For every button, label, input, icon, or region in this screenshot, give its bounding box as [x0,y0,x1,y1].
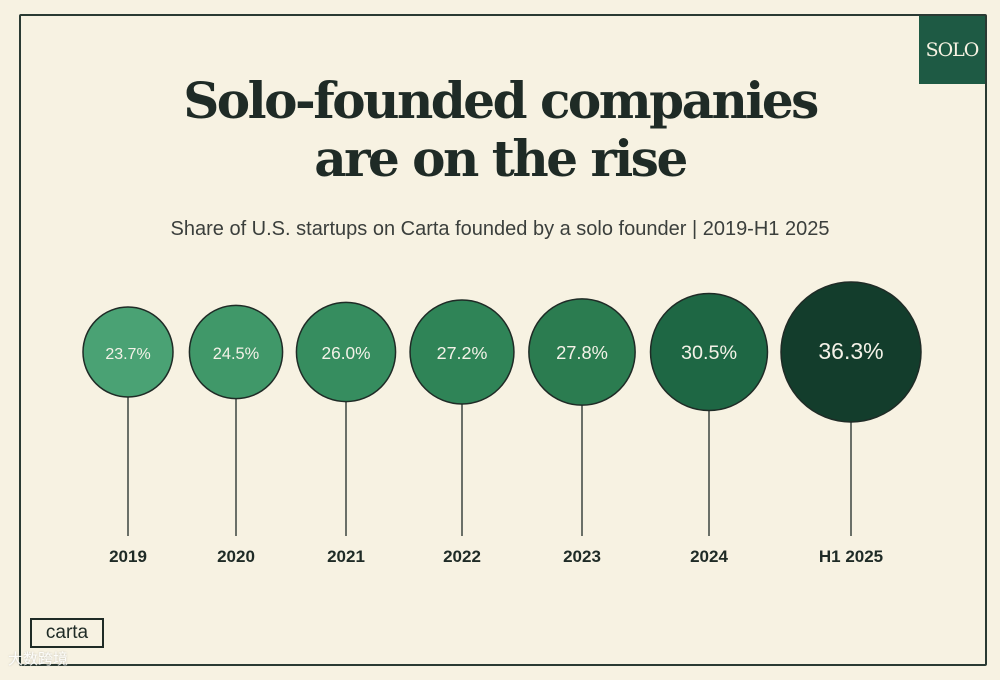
value-label-H1 2025: 36.3% [818,338,883,364]
category-label-2019: 2019 [109,547,147,566]
value-label-2019: 23.7% [105,346,150,363]
value-label-2022: 27.2% [437,343,488,363]
chart-subtitle: Share of U.S. startups on Carta founded … [170,218,830,240]
value-label-2020: 24.5% [213,345,259,363]
solo-badge: SOLO [919,16,985,84]
value-label-2024: 30.5% [681,342,737,364]
bubble-H1 2025 [780,281,922,423]
carta-logo: carta [30,618,104,648]
category-label-2021: 2021 [327,547,365,566]
bubble-2020 [188,304,284,400]
value-label-2023: 27.8% [556,342,608,363]
bubble-2021 [295,301,397,403]
category-label-H1 2025: H1 2025 [819,547,883,566]
category-label-2023: 2023 [563,547,601,566]
category-label-2020: 2020 [217,547,255,566]
bubble-2023 [528,298,636,406]
chart-title: Solo-founded companies are on the rise [0,72,1000,188]
watermark-text: 大数跨境 [8,651,69,668]
category-label-2022: 2022 [443,547,481,566]
value-label-2021: 26.0% [321,343,370,363]
chart-title-line-2: are on the rise [314,129,688,188]
bubble-2024 [649,292,769,412]
chart-title-line-1: Solo-founded companies [183,71,819,130]
bubble-2019 [82,306,174,398]
category-label-2024: 2024 [690,547,728,566]
bubble-2022 [409,299,515,405]
